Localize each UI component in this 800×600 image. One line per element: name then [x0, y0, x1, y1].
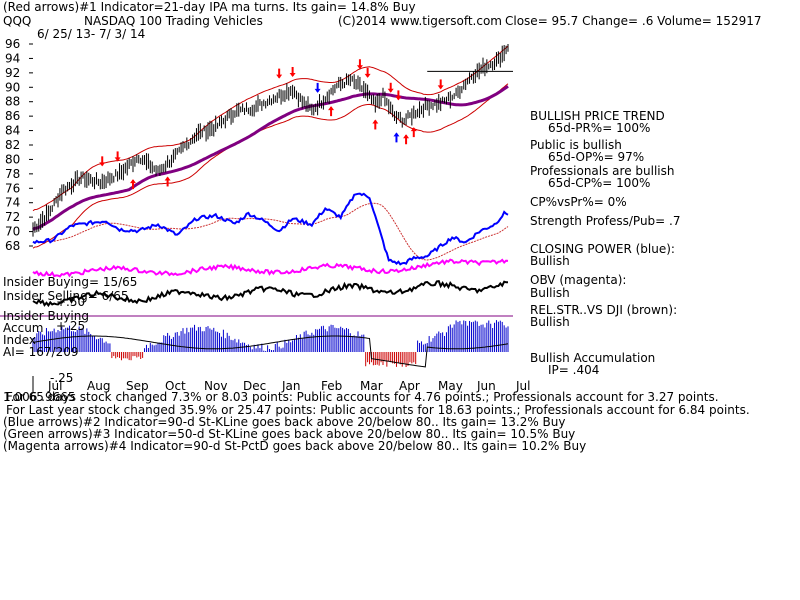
- y-tick-label: 96: [5, 37, 20, 51]
- y-tick-label: 94: [5, 51, 20, 65]
- price-bars: [32, 44, 509, 237]
- y-tick-label: 84: [5, 124, 20, 138]
- signal-arrow-head: [289, 72, 296, 77]
- indicator-lines: [32, 192, 509, 308]
- lower-panel-guides: [0, 315, 513, 392]
- relstr-value: Bullish: [530, 315, 570, 329]
- y-tick-label: 74: [5, 196, 20, 210]
- closing-power-title: CLOSING POWER (blue):: [530, 242, 675, 256]
- insider-selling-label: Insider Selling= 6/65: [3, 289, 129, 303]
- signal-arrow-head: [130, 179, 136, 184]
- y-tick-label: 92: [5, 66, 20, 80]
- x-tick-label: Jan: [281, 379, 301, 393]
- signal-arrow-head: [395, 96, 402, 101]
- x-tick-label: Nov: [204, 379, 227, 393]
- trend-value: 65d-PR%= 100%: [548, 121, 651, 135]
- footer-line-5: (Magenta arrows)#4 Indicator=90-d St-Pct…: [3, 439, 587, 453]
- footer-line-overlap: 1.006 .9665: [3, 390, 76, 404]
- index-label: Index: [3, 333, 37, 347]
- plus-25-label: +.25: [56, 319, 86, 333]
- footer-line-2: For Last year stock changed 35.9% or 25.…: [6, 403, 750, 417]
- price-bands: [32, 45, 513, 249]
- y-tick-label: 68: [5, 239, 20, 253]
- x-tick-label: May: [438, 379, 463, 393]
- x-tick-label: Sep: [126, 379, 149, 393]
- accumulation-title: Bullish Accumulation: [530, 351, 656, 365]
- y-tick-label: 86: [5, 109, 20, 123]
- obv-value: Bullish: [530, 286, 570, 300]
- upper-band: [32, 45, 509, 212]
- signal-arrow-head: [403, 134, 410, 139]
- accumulation-histogram: [32, 320, 509, 368]
- y-tick-label: 82: [5, 138, 20, 152]
- footer-line-1: For 65 days stock changed 7.3% or 8.03 p…: [6, 390, 719, 404]
- y-tick-label: 72: [5, 210, 20, 224]
- signal-arrow-head: [410, 127, 417, 132]
- relstr-title: REL.STR..VS DJI (brown):: [530, 303, 678, 317]
- y-tick-label: 80: [5, 152, 20, 166]
- y-tick-label: 70: [5, 225, 20, 239]
- x-tick-label: Aug: [87, 379, 110, 393]
- signal-arrow-head: [387, 88, 394, 93]
- y-tick-label: 78: [5, 167, 20, 181]
- y-tick-label: 90: [5, 80, 20, 94]
- public-value: 65d-OP%= 97%: [548, 150, 645, 164]
- y-tick-label: 76: [5, 181, 20, 195]
- obv-title: OBV (magenta):: [530, 273, 627, 287]
- signal-arrow-head: [99, 162, 106, 167]
- strength-ratio: Strength Profess/Pub= .7: [530, 214, 681, 228]
- security-name: NASDAQ 100 Trading Vehicles: [84, 14, 263, 28]
- pros-value: 65d-CP%= 100%: [548, 176, 651, 190]
- closing-power-value: Bullish: [530, 254, 570, 268]
- closing-power-ma: [32, 202, 509, 261]
- minus-25-label: -.25: [50, 371, 74, 385]
- lower-band: [32, 83, 509, 249]
- insider-buying-label: Insider Buying= 15/65: [3, 275, 138, 289]
- x-tick-label: Apr: [399, 379, 420, 393]
- signal-arrow-head: [276, 74, 283, 79]
- signal-arrows: [99, 59, 444, 190]
- signal-arrow-head: [364, 73, 371, 78]
- x-tick-label: Feb: [321, 379, 342, 393]
- ticker-symbol: QQQ: [3, 14, 32, 28]
- signal-arrow-head: [393, 132, 400, 137]
- moving-average-line: [32, 85, 509, 231]
- relative-strength-line: [32, 279, 509, 308]
- y-tick-label: 88: [5, 95, 20, 109]
- plus-50-label: +.50: [56, 295, 86, 309]
- public-status: Public is bullish: [530, 138, 622, 152]
- x-tick-label: Jul: [515, 379, 530, 393]
- insider-buying-label-2: Insider Buying: [3, 309, 89, 323]
- x-tick-label: Mar: [360, 379, 383, 393]
- x-tick-label: Jun: [476, 379, 496, 393]
- signal-arrow-head: [372, 119, 379, 124]
- signal-arrow-head: [114, 157, 121, 162]
- x-tick-label: Oct: [165, 379, 186, 393]
- accumulation-value: IP= .404: [548, 363, 600, 377]
- month-axis: Jul Aug Sep Oct Nov Dec Jan Feb Mar Apr May Jun Jul: [47, 379, 530, 393]
- signal-arrow-head: [164, 176, 171, 181]
- x-tick-label: Jul: [47, 379, 62, 393]
- accumulation-ma-line: [32, 335, 509, 368]
- trend-title: BULLISH PRICE TREND: [530, 109, 665, 123]
- signal-arrow-head: [328, 106, 335, 111]
- quote-text: Close= 95.7 Change= .6 Volume= 152917: [505, 14, 762, 28]
- closing-power-line: [32, 192, 509, 266]
- x-tick-label: Dec: [243, 379, 266, 393]
- obv-line: [32, 258, 509, 278]
- copyright-text: (C)2014 www.tigersoft.com: [338, 14, 502, 28]
- date-range: 6/ 25/ 13- 7/ 3/ 14: [37, 27, 146, 41]
- pros-status: Professionals are bullish: [530, 164, 675, 178]
- indicator-1-text: (Red arrows)#1 Indicator=21-day IPA ma t…: [3, 0, 416, 14]
- accum-label: Accum: [3, 321, 44, 335]
- ai-label: AI= 167/209: [3, 345, 79, 359]
- cp-vs-pr: CP%vsPr%= 0%: [530, 195, 627, 209]
- signal-arrow-head: [437, 85, 444, 90]
- signal-arrow-head: [356, 65, 363, 70]
- footer-line-4: (Green arrows)#3 Indicator=50-d St-KLine…: [3, 427, 576, 441]
- signal-arrow-head: [314, 88, 321, 93]
- footer-line-3: (Blue arrows)#2 Indicator=90-d St-KLine …: [3, 415, 566, 429]
